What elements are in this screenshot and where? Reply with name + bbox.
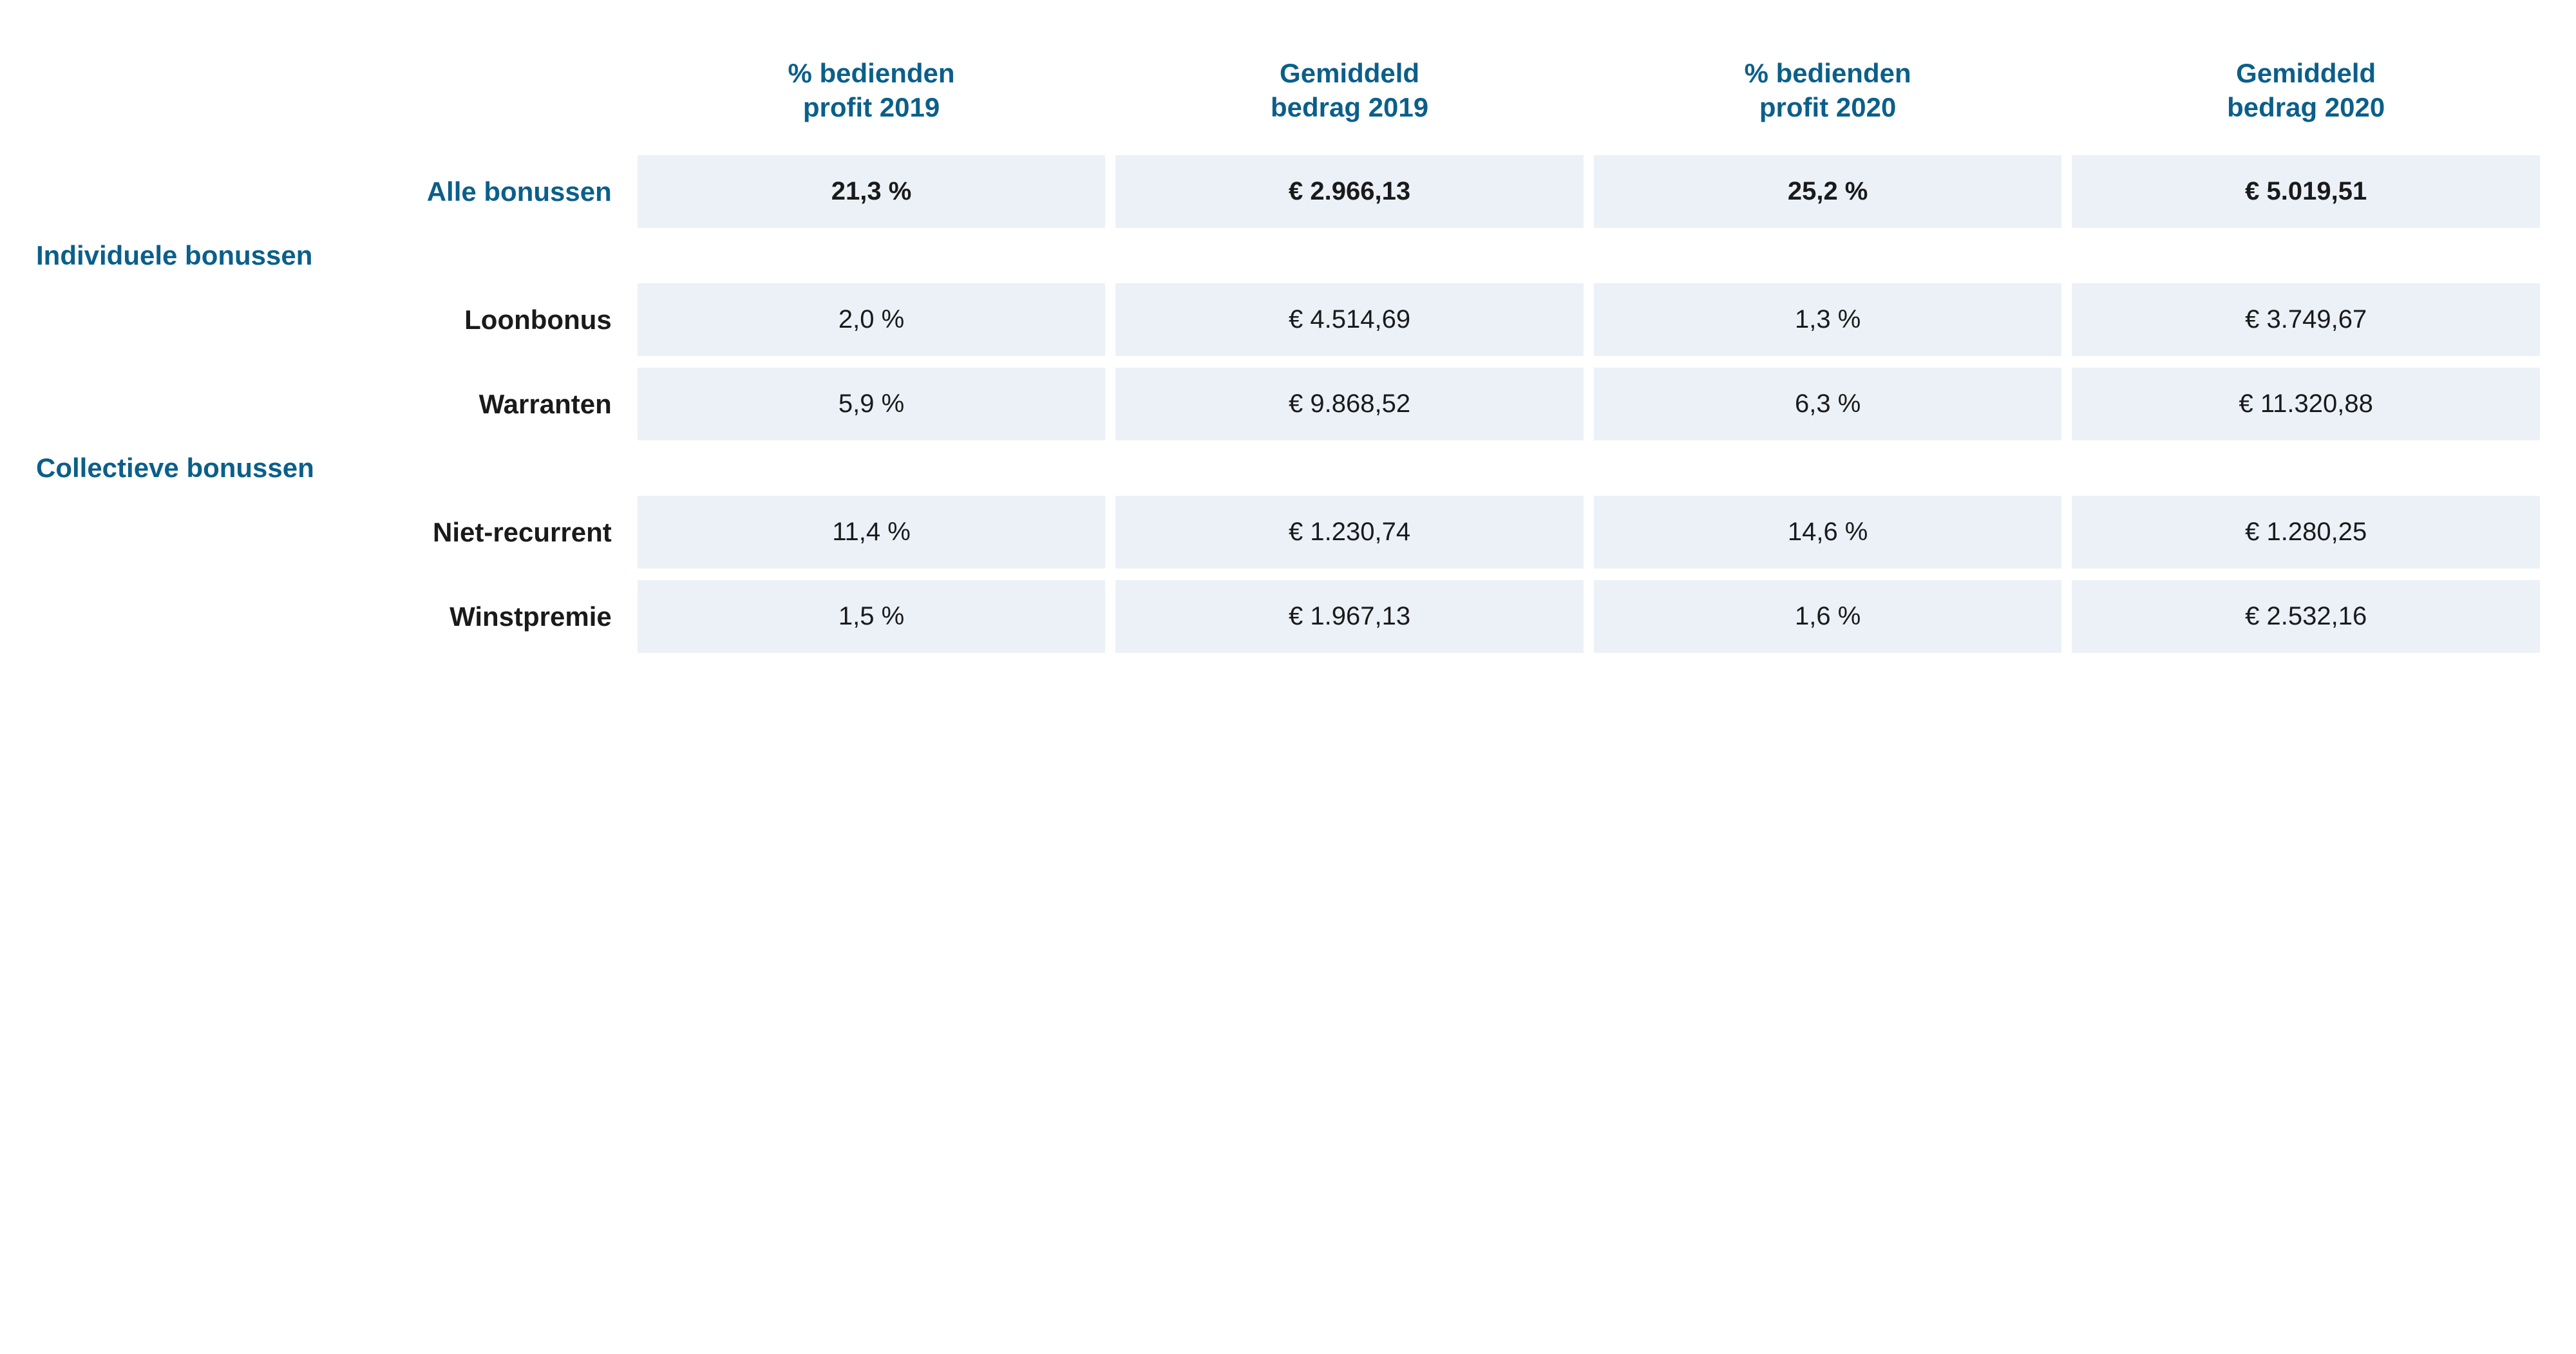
- section-label-collectieve: Collectieve bonussen: [36, 452, 627, 484]
- table-blank-cell: [1594, 452, 2062, 484]
- table-header-col4: Gemiddeld bedrag 2020: [2072, 50, 2540, 144]
- table-blank-cell: [638, 452, 1106, 484]
- col-header-line: % bedienden: [788, 58, 955, 88]
- table-cell: 1,6 %: [1594, 580, 2062, 653]
- table-cell: 5,9 %: [638, 368, 1106, 440]
- col-header-line: Gemiddeld: [1280, 58, 1419, 88]
- row-label-warranten: Warranten: [36, 368, 627, 440]
- col-header-line: bedrag 2020: [2227, 92, 2385, 122]
- table-cell: € 3.749,67: [2072, 283, 2540, 356]
- table-row: Niet-recurrent 11,4 % € 1.230,74 14,6 % …: [36, 496, 2540, 569]
- row-label-alle-bonussen: Alle bonussen: [36, 155, 627, 228]
- table-header-row: % bedienden profit 2019 Gemiddeld bedrag…: [36, 50, 2540, 144]
- col-header-line: Gemiddeld: [2236, 58, 2376, 88]
- table-cell: 6,3 %: [1594, 368, 2062, 440]
- table-cell: 25,2 %: [1594, 155, 2062, 228]
- table-cell: € 1.280,25: [2072, 496, 2540, 569]
- table-row: Winstpremie 1,5 % € 1.967,13 1,6 % € 2.5…: [36, 580, 2540, 653]
- table-blank-cell: [1115, 452, 1584, 484]
- col-header-line: profit 2020: [1759, 92, 1896, 122]
- table-blank-cell: [2072, 452, 2540, 484]
- table-row: Individuele bonussen: [36, 240, 2540, 272]
- table-cell: 21,3 %: [638, 155, 1106, 228]
- table-cell: € 11.320,88: [2072, 368, 2540, 440]
- col-header-line: % bedienden: [1745, 58, 1911, 88]
- table-cell: 2,0 %: [638, 283, 1106, 356]
- table-cell: € 5.019,51: [2072, 155, 2540, 228]
- table-blank-cell: [638, 240, 1106, 272]
- table-cell: € 4.514,69: [1115, 283, 1584, 356]
- table-blank-cell: [1115, 240, 1584, 272]
- bonus-table: % bedienden profit 2019 Gemiddeld bedrag…: [26, 39, 2550, 664]
- table-cell: 11,4 %: [638, 496, 1106, 569]
- table-blank-cell: [1594, 240, 2062, 272]
- section-label-individuele: Individuele bonussen: [36, 240, 627, 272]
- bonus-table-container: % bedienden profit 2019 Gemiddeld bedrag…: [0, 0, 2576, 716]
- table-cell: 1,5 %: [638, 580, 1106, 653]
- table-row: Alle bonussen 21,3 % € 2.966,13 25,2 % €…: [36, 155, 2540, 228]
- col-header-line: profit 2019: [803, 92, 940, 122]
- table-cell: € 2.532,16: [2072, 580, 2540, 653]
- table-cell: 14,6 %: [1594, 496, 2062, 569]
- table-cell: € 1.967,13: [1115, 580, 1584, 653]
- table-header-col1: % bedienden profit 2019: [638, 50, 1106, 144]
- table-row: Warranten 5,9 % € 9.868,52 6,3 % € 11.32…: [36, 368, 2540, 440]
- table-header-blank: [36, 50, 627, 144]
- table-cell: € 2.966,13: [1115, 155, 1584, 228]
- table-row: Loonbonus 2,0 % € 4.514,69 1,3 % € 3.749…: [36, 283, 2540, 356]
- row-label-niet-recurrent: Niet-recurrent: [36, 496, 627, 569]
- table-header-col3: % bedienden profit 2020: [1594, 50, 2062, 144]
- table-row: Collectieve bonussen: [36, 452, 2540, 484]
- table-header-col2: Gemiddeld bedrag 2019: [1115, 50, 1584, 144]
- col-header-line: bedrag 2019: [1271, 92, 1428, 122]
- row-label-winstpremie: Winstpremie: [36, 580, 627, 653]
- row-label-loonbonus: Loonbonus: [36, 283, 627, 356]
- table-cell: € 9.868,52: [1115, 368, 1584, 440]
- table-blank-cell: [2072, 240, 2540, 272]
- table-cell: € 1.230,74: [1115, 496, 1584, 569]
- table-cell: 1,3 %: [1594, 283, 2062, 356]
